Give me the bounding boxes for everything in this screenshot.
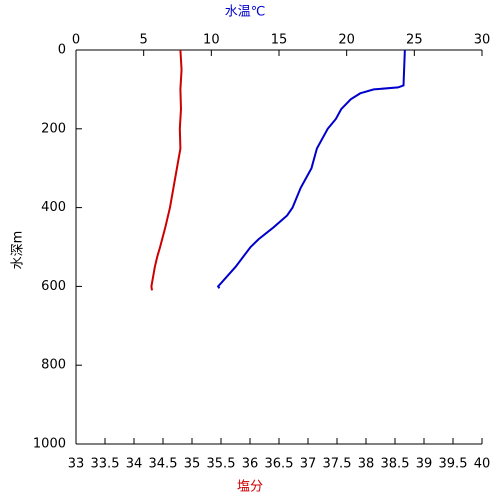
x2-tick-label: 20 xyxy=(338,33,355,48)
y-tick-label: 600 xyxy=(41,279,66,294)
x2-tick-label: 10 xyxy=(203,33,220,48)
x-tick-label: 39.5 xyxy=(439,457,468,472)
profile-line xyxy=(216,49,406,289)
x-tick-label: 37.5 xyxy=(323,457,352,472)
x-tick-label: 33.5 xyxy=(91,457,120,472)
x-tick-label: 34.5 xyxy=(149,457,178,472)
x2-tick-label: 15 xyxy=(271,33,288,48)
x2-tick-label: 25 xyxy=(406,33,423,48)
x2-tick-label: 5 xyxy=(140,33,148,48)
x-tick-label: 36.5 xyxy=(265,457,294,472)
x-tick-label: 39 xyxy=(416,457,433,472)
profile-line xyxy=(150,49,183,291)
y-axis-label: 水深m xyxy=(11,231,26,270)
x-tick-label: 37 xyxy=(300,457,317,472)
x-tick-label: 34 xyxy=(126,457,143,472)
x-tick-label: 35.5 xyxy=(207,457,236,472)
x-tick-label: 33 xyxy=(68,457,85,472)
x-tick-label: 36 xyxy=(242,457,259,472)
x-axis-label: 塩分 xyxy=(237,480,263,495)
x2-tick-label: 0 xyxy=(72,33,80,48)
x2-axis-label: 水温℃ xyxy=(225,5,266,20)
y-tick-label: 0 xyxy=(58,43,66,58)
x-tick-label: 38.5 xyxy=(381,457,410,472)
y-tick-label: 800 xyxy=(41,358,66,373)
x2-tick-label: 30 xyxy=(474,33,491,48)
y-tick-label: 400 xyxy=(41,200,66,215)
x-tick-label: 38 xyxy=(358,457,375,472)
y-tick-label: 1000 xyxy=(33,437,66,452)
x-tick-label: 35 xyxy=(184,457,201,472)
y-tick-label: 200 xyxy=(41,121,66,136)
x-tick-label: 40 xyxy=(474,457,491,472)
